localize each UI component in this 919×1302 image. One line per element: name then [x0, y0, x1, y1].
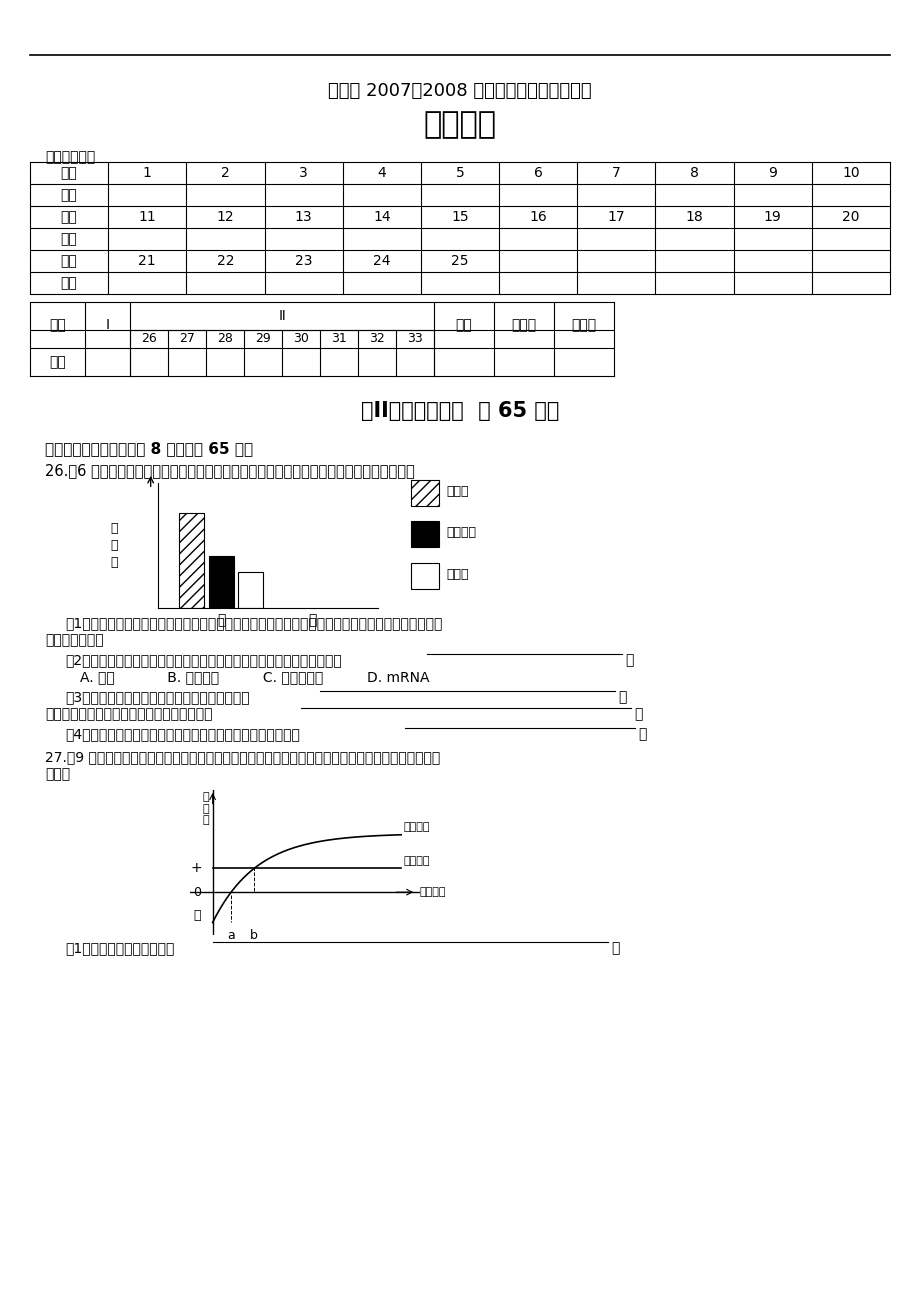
- Text: a: a: [227, 930, 234, 943]
- Text: （4）在合成旺盛的细胞内，可与内质网膜直接相连的生物膜有: （4）在合成旺盛的细胞内，可与内质网膜直接相连的生物膜有: [65, 727, 300, 741]
- Text: 得分: 得分: [49, 355, 66, 368]
- Text: 0: 0: [193, 885, 200, 898]
- Text: 20: 20: [841, 210, 858, 224]
- Text: +: +: [191, 862, 202, 875]
- Text: 17: 17: [607, 210, 625, 224]
- Text: 24: 24: [373, 254, 391, 268]
- Text: 第II卷（非选择题  共 65 分）: 第II卷（非选择题 共 65 分）: [360, 401, 559, 421]
- Text: b: b: [250, 930, 257, 943]
- Text: 光照强度: 光照强度: [420, 887, 446, 897]
- Text: 选择题答题表: 选择题答题表: [45, 150, 96, 164]
- Text: 高尔基体: 高尔基体: [446, 526, 476, 539]
- Text: 27.（9 分）下图是某生物学研究小组以一种绿色植物为材料进行研究得到的实验研究结果。试回答相关: 27.（9 分）下图是某生物学研究小组以一种绿色植物为材料进行研究得到的实验研究…: [45, 750, 440, 764]
- Bar: [238, 573, 263, 608]
- Text: 。: 。: [610, 941, 618, 954]
- Text: （1）请在所给坐标上（上图中）绘制柱形图，以表示细胞在进行分泌蛋白的合成和分泌后这几种生物: （1）请在所给坐标上（上图中）绘制柱形图，以表示细胞在进行分泌蛋白的合成和分泌后…: [65, 616, 442, 630]
- Text: 18: 18: [685, 210, 703, 224]
- Text: 3: 3: [299, 165, 308, 180]
- Text: 。: 。: [637, 727, 646, 741]
- Text: 呼吸速率: 呼吸速率: [403, 855, 429, 866]
- Text: 赣榆县 2007～2008 学年度高三复习模拟检测: 赣榆县 2007～2008 学年度高三复习模拟检测: [328, 82, 591, 100]
- Text: 27: 27: [179, 332, 195, 345]
- Bar: [410, 562, 438, 589]
- Text: 问题：: 问题：: [45, 767, 70, 781]
- Text: 26: 26: [141, 332, 157, 345]
- Text: 答案: 答案: [61, 232, 77, 246]
- Bar: [209, 556, 233, 608]
- Text: 26.（6 分）下图示某细胞在进行分泌蛋白的合成和分泌前几种生物膜的面积。请据图回答。: 26.（6 分）下图示某细胞在进行分泌蛋白的合成和分泌前几种生物膜的面积。请据图…: [45, 464, 414, 478]
- Text: 8: 8: [689, 165, 698, 180]
- Bar: [410, 479, 438, 505]
- Text: 33: 33: [407, 332, 423, 345]
- Text: 11: 11: [138, 210, 156, 224]
- Text: 相
对
值: 相 对 值: [202, 792, 209, 825]
- Text: 1: 1: [142, 165, 152, 180]
- Text: －: －: [193, 909, 200, 922]
- Text: 16: 16: [528, 210, 547, 224]
- Text: 10: 10: [841, 165, 858, 180]
- Bar: [410, 521, 438, 547]
- Text: （2）该生命活动前后这几种生物膜面积变化过程中，最可能合成的物质是: （2）该生命活动前后这几种生物膜面积变化过程中，最可能合成的物质是: [65, 654, 341, 667]
- Text: 三、非选择题：本题包括 8 小题，共 65 分。: 三、非选择题：本题包括 8 小题，共 65 分。: [45, 441, 253, 456]
- Text: 题号: 题号: [61, 165, 77, 180]
- Text: 29: 29: [255, 332, 270, 345]
- Text: 。: 。: [624, 654, 632, 667]
- Text: 22: 22: [217, 254, 234, 268]
- Text: 答案: 答案: [61, 276, 77, 290]
- Text: 13: 13: [294, 210, 312, 224]
- Text: 19: 19: [763, 210, 781, 224]
- Text: 题号: 题号: [49, 318, 66, 332]
- Text: 膜的面积变化。: 膜的面积变化。: [45, 633, 104, 647]
- Text: 答案: 答案: [61, 187, 77, 202]
- Text: 2: 2: [221, 165, 230, 180]
- Text: 总分: 总分: [455, 318, 471, 332]
- Text: 14: 14: [372, 210, 391, 224]
- Text: 6: 6: [533, 165, 542, 180]
- Text: 7: 7: [611, 165, 620, 180]
- Text: 复分人: 复分人: [571, 318, 596, 332]
- Text: 32: 32: [369, 332, 384, 345]
- Text: （1）试为实验结果图命名：: （1）试为实验结果图命名：: [65, 941, 175, 954]
- Text: 15: 15: [450, 210, 469, 224]
- Text: 细胞膜: 细胞膜: [446, 568, 469, 581]
- Text: 12: 12: [216, 210, 234, 224]
- Text: 。: 。: [618, 690, 626, 704]
- Text: 合分人: 合分人: [511, 318, 536, 332]
- Text: 题号: 题号: [61, 210, 77, 224]
- Text: 23: 23: [295, 254, 312, 268]
- Text: 生物试题: 生物试题: [423, 109, 496, 139]
- Text: Ⅰ: Ⅰ: [106, 318, 109, 332]
- Text: 25: 25: [450, 254, 469, 268]
- Text: A. 抗体            B. 雌性激素          C. 呼吸氧化酶          D. mRNA: A. 抗体 B. 雌性激素 C. 呼吸氧化酶 D. mRNA: [80, 671, 429, 684]
- Text: 21: 21: [139, 254, 156, 268]
- Text: 膜
面
积: 膜 面 积: [110, 522, 118, 569]
- Text: 。: 。: [633, 707, 641, 721]
- Text: 31: 31: [331, 332, 346, 345]
- Text: 5: 5: [455, 165, 464, 180]
- Text: 内质网: 内质网: [446, 484, 469, 497]
- Text: Ⅱ: Ⅱ: [278, 309, 285, 323]
- Text: 30: 30: [293, 332, 309, 345]
- Bar: [179, 513, 204, 608]
- Text: 光合速率: 光合速率: [403, 822, 429, 832]
- Text: （3）相比而言，内质网的膜面积最大，其意义是: （3）相比而言，内质网的膜面积最大，其意义是: [65, 690, 249, 704]
- Text: 28: 28: [217, 332, 233, 345]
- Text: 9: 9: [767, 165, 777, 180]
- Text: 题号: 题号: [61, 254, 77, 268]
- Text: 4: 4: [377, 165, 386, 180]
- Text: 在分泌蛋白的合成和分泌中，内质网的作用是: 在分泌蛋白的合成和分泌中，内质网的作用是: [45, 707, 212, 721]
